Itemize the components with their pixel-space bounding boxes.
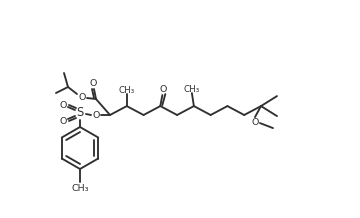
Text: CH₃: CH₃ bbox=[71, 184, 89, 192]
Text: O: O bbox=[78, 92, 86, 102]
Text: O: O bbox=[92, 111, 100, 119]
Text: O: O bbox=[159, 85, 167, 94]
Text: CH₃: CH₃ bbox=[184, 85, 200, 94]
Text: O: O bbox=[59, 100, 67, 109]
Text: S: S bbox=[76, 107, 84, 119]
Text: O: O bbox=[251, 118, 259, 127]
Text: CH₃: CH₃ bbox=[119, 86, 135, 95]
Text: O: O bbox=[89, 80, 97, 89]
Text: O: O bbox=[59, 116, 67, 126]
